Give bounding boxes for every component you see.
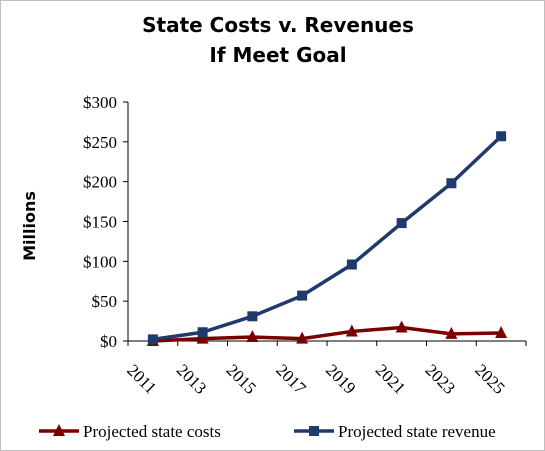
tick-labels: $0 $50 $100 $150 $200 $250 $300 2011 2013 2015 201… [83,93,509,398]
y-tick-label: $100 [83,252,117,271]
legend-label: Projected state costs [83,422,221,441]
legend: Projected state costs Projected state rev… [39,422,496,441]
chart-title-line-1: State Costs v. Revenues [142,13,414,37]
series-group [146,131,508,346]
axes [123,101,527,346]
x-tick-label: 2023 [422,360,459,397]
legend-label: Projected state revenue [338,422,496,441]
series-costs [146,320,508,346]
y-tick-label: $50 [92,292,118,311]
data-point [296,331,309,344]
y-tick-label: $150 [83,213,117,232]
y-tick-label: $250 [83,133,117,152]
data-point [446,178,457,189]
series-revenue [147,131,507,345]
x-tick-label: 2025 [471,360,508,397]
data-point [496,131,507,142]
legend-marker [53,424,65,436]
data-point [346,259,357,270]
chart-title-line-2: If Meet Goal [209,43,346,67]
x-tick-label: 2019 [322,360,359,397]
data-point [445,326,458,339]
x-tick-label: 2017 [272,360,310,398]
data-point [147,334,158,345]
data-point [196,331,209,344]
y-axis-label: Millions [20,191,39,261]
x-tick-label: 2021 [372,360,409,397]
data-point [197,327,208,338]
x-tick-label: 2015 [223,360,260,397]
data-point [345,324,358,337]
data-point [247,311,258,322]
y-tick-label: $0 [100,332,117,351]
series-line [152,134,503,342]
data-point [246,330,259,343]
data-point [495,326,508,339]
y-tick-label: $300 [83,93,117,112]
data-point [297,290,308,301]
data-point [395,320,408,333]
x-tick-label: 2011 [123,361,160,398]
y-tick-label: $200 [83,173,117,192]
series-line [152,325,502,343]
data-point [396,218,407,229]
x-tick-label: 2013 [173,360,210,397]
legend-marker [309,426,319,436]
